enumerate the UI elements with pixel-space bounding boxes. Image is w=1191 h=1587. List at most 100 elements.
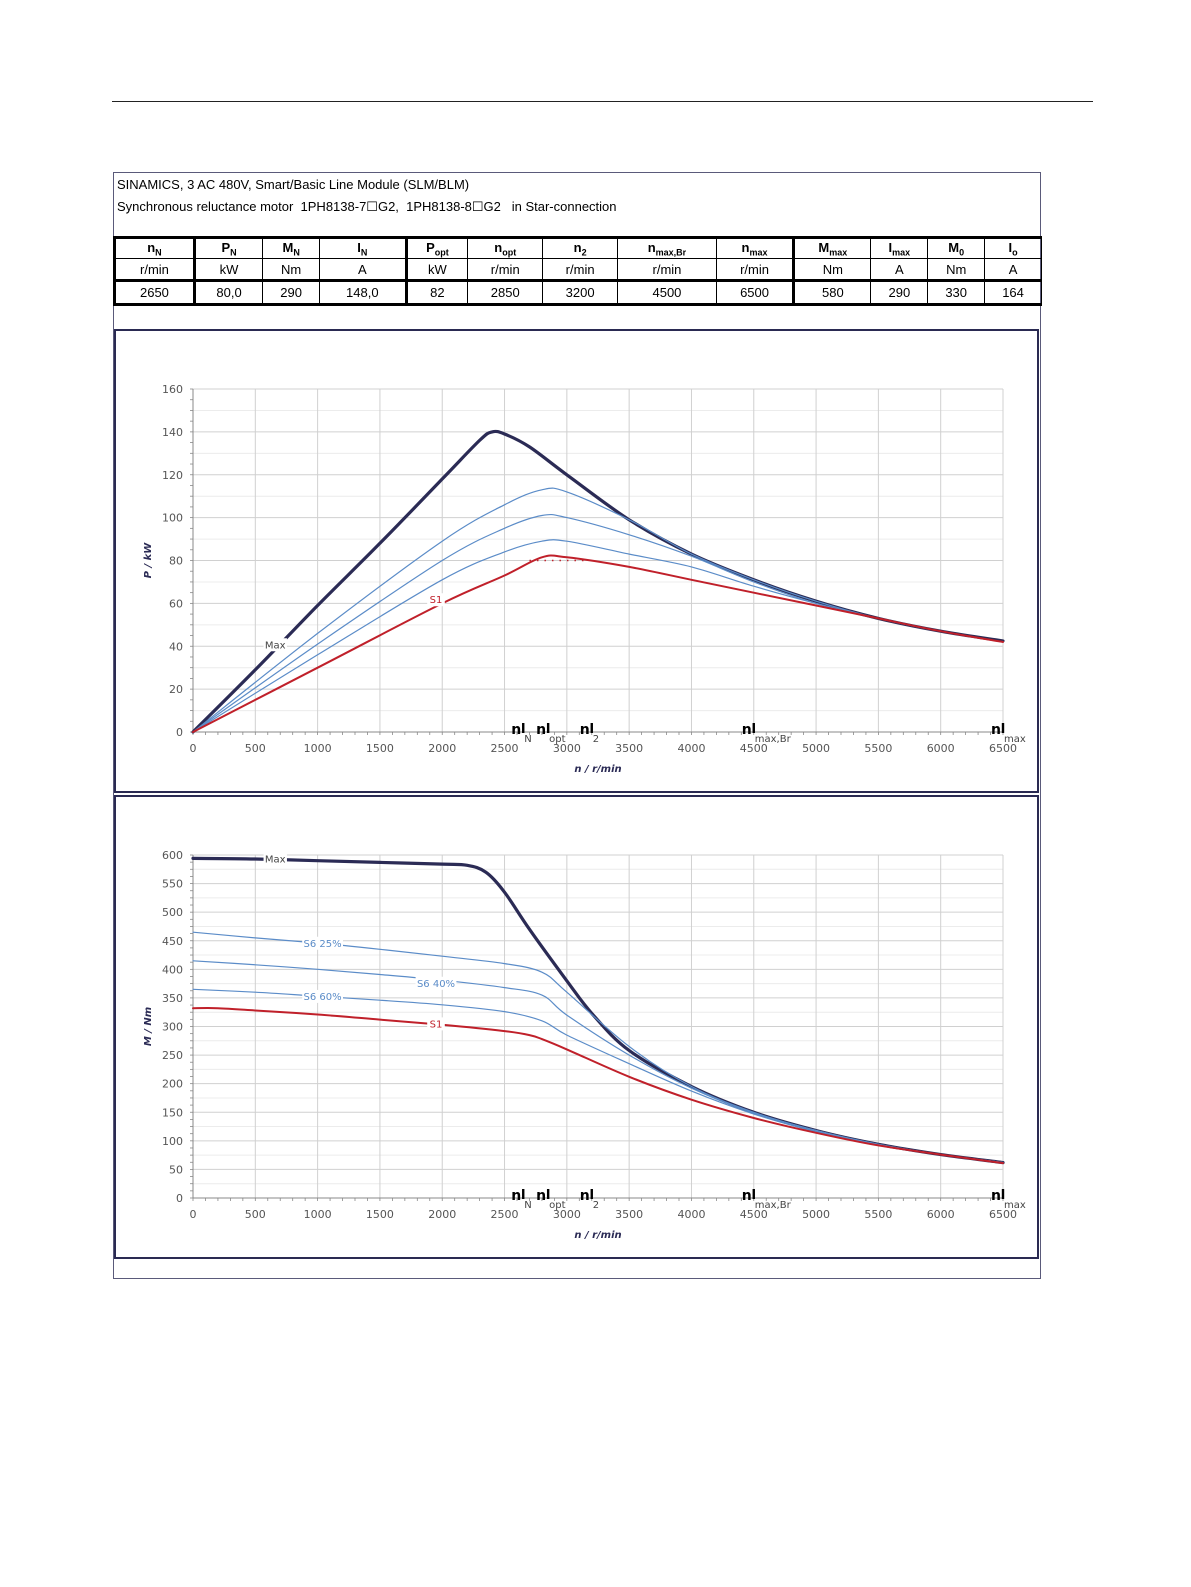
spec-unit-cell: Nm — [793, 258, 872, 281]
speed-marker-subscript: max — [1004, 1200, 1026, 1211]
spec-unit-cell: r/min — [715, 258, 796, 281]
axis-ticks — [190, 388, 1004, 735]
series-line-s1 — [192, 554, 1004, 733]
series-line-s6-40- — [192, 960, 1004, 1164]
x-tick-label: 4000 — [677, 1208, 705, 1221]
x-tick-label: 3000 — [553, 1208, 581, 1221]
spec-table: nN PN MN IN Popt nopt n2 nmax,Br nmax Mmax Imax M0 I… — [113, 236, 1042, 306]
x-axis-label: n / r/min — [574, 764, 621, 775]
spec-symbol: I — [1008, 239, 1013, 255]
y-tick-label: 300 — [162, 1021, 183, 1034]
speed-marker-symbol: n — [536, 722, 546, 738]
x-tick-label: 6000 — [927, 1208, 955, 1221]
y-tick-label: 500 — [162, 906, 183, 919]
y-tick-label: 150 — [162, 1106, 183, 1119]
spec-value-cell: 6500 — [715, 279, 796, 306]
spec-symbol: M — [282, 239, 294, 255]
axis-ticks — [190, 854, 1004, 1201]
x-tick-label: 500 — [245, 1208, 266, 1221]
speed-marker: nmax — [991, 1188, 1026, 1211]
y-tick-label: 80 — [169, 555, 183, 568]
series-label-bg — [427, 1017, 445, 1031]
spec-col-header: MN — [262, 236, 321, 259]
spec-symbol: n — [573, 239, 582, 255]
spec-unit-cell: kW — [193, 258, 264, 281]
spec-unit-cell: r/min — [542, 258, 619, 281]
speed-marker: nmax — [991, 722, 1026, 745]
spec-value-cell: 82 — [405, 279, 469, 306]
spec-value-cell: 148,0 — [319, 279, 408, 306]
spec-value-cell: 80,0 — [193, 279, 264, 306]
y-tick-label: 100 — [162, 512, 183, 525]
spec-symbol-subscript: max — [749, 247, 768, 258]
spec-col-header: IN — [319, 236, 408, 259]
speed-marker-symbol: n — [991, 1188, 1001, 1204]
x-tick-label: 1500 — [366, 1208, 394, 1221]
y-tick-label: 450 — [162, 935, 183, 948]
spec-symbol-subscript: 0 — [959, 247, 965, 258]
spec-unit-cell: A — [319, 258, 408, 281]
y-tick-label: 60 — [169, 597, 183, 610]
speed-marker-subscript: 2 — [593, 734, 599, 745]
top-rule — [112, 101, 1093, 102]
speed-marker-symbol: n — [742, 1188, 752, 1204]
spec-col-header: nN — [113, 236, 196, 259]
speed-marker-symbol: n — [580, 722, 590, 738]
spec-table-header-row: nN PN MN IN Popt nopt n2 nmax,Br nmax Mmax Imax M0 I… — [113, 236, 1042, 259]
x-tick-label: 6000 — [927, 742, 955, 755]
speed-marker: nN — [511, 1188, 531, 1211]
y-tick-label: 250 — [162, 1049, 183, 1062]
spec-symbol-subscript: N — [155, 247, 162, 258]
y-tick-label: 40 — [169, 640, 183, 653]
spec-value-cell: 2650 — [113, 279, 196, 306]
datasheet-header-line2: Synchronous reluctance motor 1PH8138-7☐G… — [117, 199, 617, 214]
spec-unit-cell: Nm — [262, 258, 321, 281]
y-tick-label: 160 — [162, 383, 183, 396]
series-line-s6-60- — [192, 988, 1004, 1164]
x-tick-label: 6500 — [989, 742, 1017, 755]
y-tick-label: 400 — [162, 963, 183, 976]
x-tick-label: 500 — [245, 742, 266, 755]
speed-marker: nmax,Br — [742, 1188, 792, 1211]
x-tick-label: 0 — [190, 1208, 197, 1221]
series-line-max — [191, 856, 1005, 1165]
x-tick-label: 2500 — [491, 742, 519, 755]
series-label-bg — [415, 976, 457, 990]
series-label-bg — [263, 852, 287, 866]
spec-symbol-subscript: 2 — [581, 247, 587, 258]
spec-symbol: M — [818, 239, 830, 255]
x-tick-label: 1000 — [304, 742, 332, 755]
spec-value-cell: 164 — [984, 279, 1042, 306]
spec-col-header: n2 — [542, 236, 619, 259]
speed-marker: n2 — [580, 722, 599, 745]
spec-unit-cell: r/min — [617, 258, 717, 281]
x-tick-label: 1500 — [366, 742, 394, 755]
x-tick-label: 0 — [190, 742, 197, 755]
x-tick-label: 4000 — [677, 742, 705, 755]
spec-col-header: PN — [193, 236, 264, 259]
y-tick-label: 20 — [169, 683, 183, 696]
speed-marker-subscript: N — [524, 1200, 531, 1211]
spec-symbol: n — [647, 239, 656, 255]
y-tick-label: 0 — [176, 1192, 183, 1205]
x-tick-label: 2000 — [428, 742, 456, 755]
datasheet-header-line1: SINAMICS, 3 AC 480V, Smart/Basic Line Mo… — [117, 177, 470, 192]
speed-marker-subscript: max — [1004, 734, 1026, 745]
spec-unit-cell: A — [870, 258, 929, 281]
major-grid — [192, 388, 1004, 733]
speed-marker-symbol: n — [511, 1188, 521, 1204]
series-line-s6-25- — [192, 931, 1004, 1164]
x-tick-label: 4500 — [740, 1208, 768, 1221]
spec-col-header: Popt — [405, 236, 469, 259]
datasheet-frame — [113, 172, 1041, 1279]
minor-grid — [193, 868, 1003, 1185]
speed-marker: nN — [511, 722, 531, 745]
speed-marker-symbol: n — [991, 722, 1001, 738]
x-tick-label: 4500 — [740, 742, 768, 755]
spec-col-header: nmax — [715, 236, 796, 259]
spec-symbol: P — [426, 239, 435, 255]
spec-symbol-subscript: opt — [502, 247, 517, 258]
spec-unit-cell: r/min — [467, 258, 544, 281]
spec-col-header: nopt — [467, 236, 544, 259]
